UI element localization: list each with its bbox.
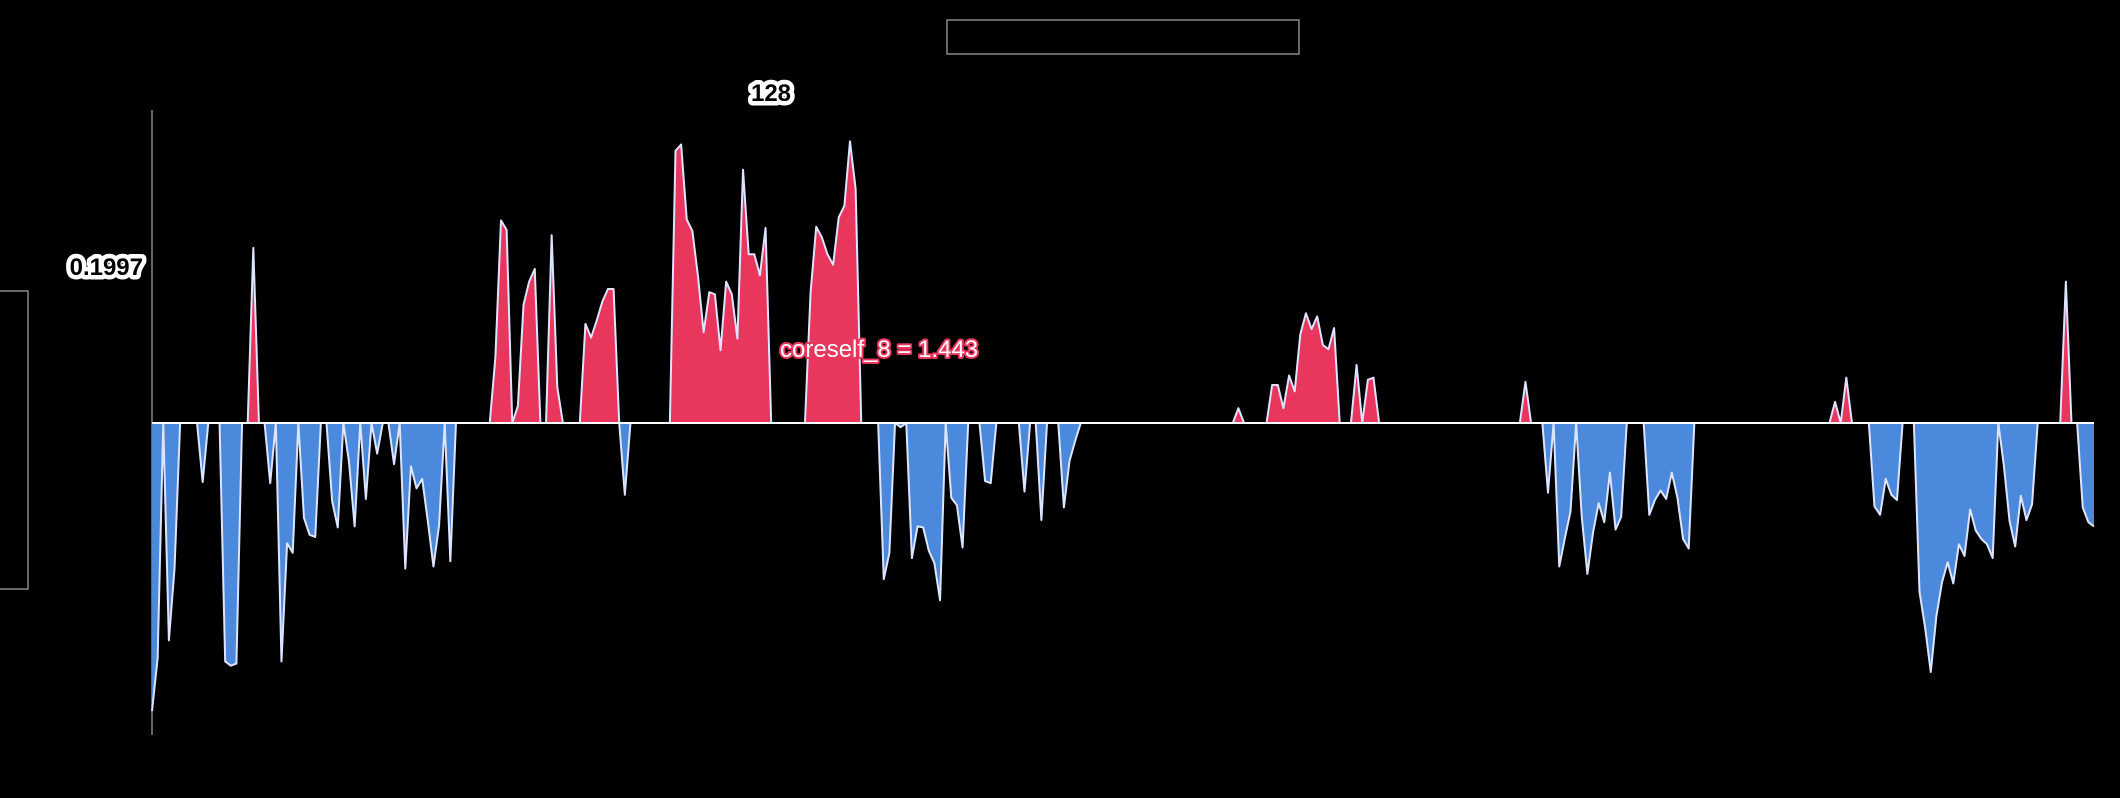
- annotation-label: coreself_8 = 1.443: [780, 336, 978, 363]
- x-marker-label: 128: [751, 80, 791, 107]
- y-marker-label: 0.1997: [70, 254, 143, 281]
- legend-box: [946, 19, 1300, 55]
- left-side-panel: [0, 290, 29, 590]
